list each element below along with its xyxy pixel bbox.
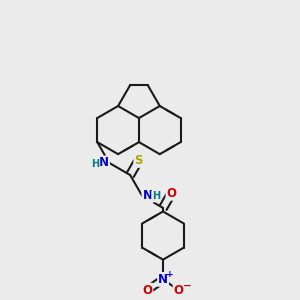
Text: −: − bbox=[183, 281, 192, 291]
Text: S: S bbox=[134, 154, 143, 167]
Text: H: H bbox=[91, 158, 99, 169]
Text: O: O bbox=[142, 284, 152, 297]
Text: N: N bbox=[99, 157, 109, 169]
Text: O: O bbox=[174, 284, 184, 297]
Text: O: O bbox=[167, 187, 176, 200]
Text: H: H bbox=[152, 191, 160, 201]
Text: +: + bbox=[167, 270, 174, 279]
Text: N: N bbox=[142, 189, 152, 202]
Text: N: N bbox=[158, 273, 168, 286]
